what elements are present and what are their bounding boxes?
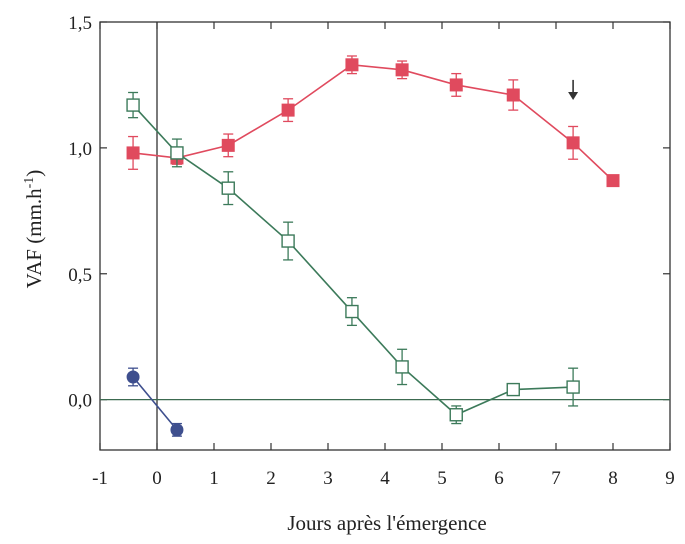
y-axis-label-close: ) — [22, 170, 46, 177]
down-arrow-icon — [568, 92, 579, 101]
data-point — [126, 98, 140, 112]
y-tick-label: 0,5 — [68, 265, 92, 286]
data-point — [345, 304, 359, 319]
series-2 — [126, 367, 184, 437]
data-point — [345, 58, 359, 72]
data-point — [221, 138, 235, 152]
data-point — [506, 88, 520, 102]
y-tick-label: 1,0 — [68, 139, 92, 160]
series-line — [132, 104, 574, 416]
data-point — [221, 181, 235, 195]
data-point — [606, 174, 620, 188]
data-point — [170, 146, 184, 160]
x-tick-label: 2 — [266, 468, 276, 489]
x-axis-ticks: -1 0 1 2 3 4 5 6 7 8 9 — [92, 22, 675, 489]
series-layer — [126, 55, 620, 437]
x-tick-label: 3 — [323, 468, 333, 489]
series-1 — [126, 91, 580, 425]
data-point — [506, 382, 520, 397]
annotations — [568, 79, 579, 101]
y-axis-label: VAF (mm.h-1) — [22, 170, 46, 289]
data-point — [281, 103, 295, 117]
x-tick-label: 0 — [152, 468, 162, 489]
data-point — [126, 370, 140, 384]
x-tick-label: 5 — [437, 468, 447, 489]
series-line — [132, 376, 178, 431]
data-point — [566, 380, 580, 394]
data-point — [395, 63, 409, 77]
y-axis-label-text: VAF (mm.h — [22, 188, 46, 288]
x-tick-label: -1 — [92, 468, 108, 489]
plot-area — [99, 21, 671, 451]
data-point — [566, 136, 580, 150]
data-point — [449, 78, 463, 92]
data-point — [281, 234, 295, 248]
series-line — [132, 63, 614, 182]
reference-lines — [100, 22, 670, 450]
data-point — [170, 423, 184, 437]
x-axis-label: Jours après l'émergence — [287, 511, 486, 535]
y-axis-ticks: 0,0 0,5 1,0 1,5 — [68, 13, 670, 412]
x-tick-label: 7 — [551, 468, 561, 489]
data-point — [395, 360, 409, 374]
y-tick-label: 1,5 — [68, 13, 92, 34]
x-tick-label: 1 — [209, 468, 219, 489]
x-tick-label: 9 — [665, 468, 675, 489]
x-tick-label: 4 — [380, 468, 390, 489]
data-point — [126, 146, 140, 160]
x-tick-label: 8 — [608, 468, 618, 489]
y-tick-label: 0,0 — [68, 391, 92, 412]
series-0 — [126, 55, 620, 188]
x-tick-label: 6 — [494, 468, 504, 489]
data-point — [449, 408, 463, 422]
plot-frame — [99, 21, 671, 451]
y-axis-label-superscript: -1 — [22, 177, 37, 189]
